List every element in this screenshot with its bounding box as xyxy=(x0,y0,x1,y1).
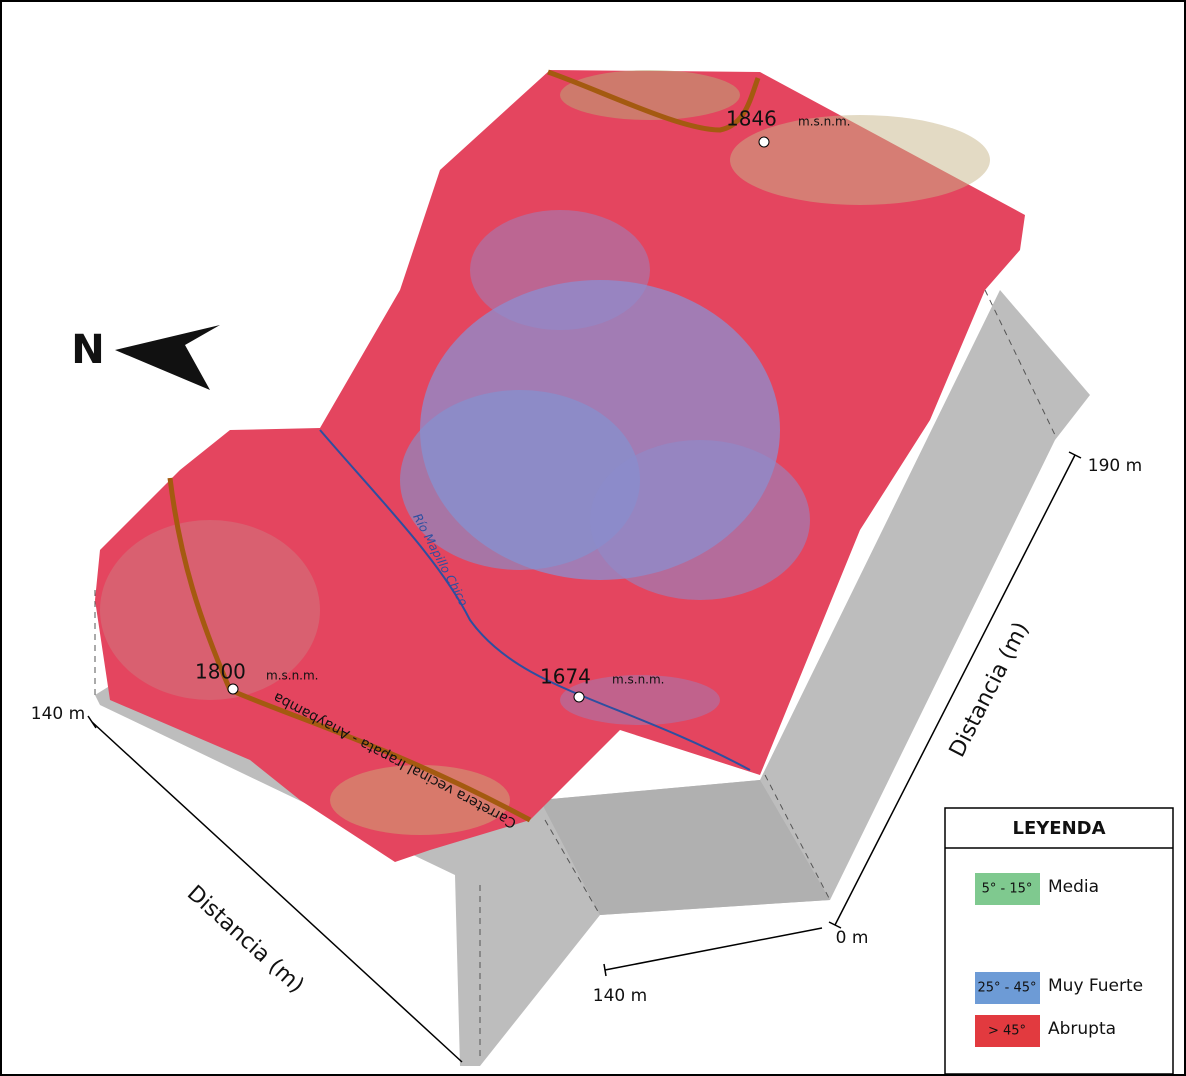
base-edges xyxy=(94,289,1056,1060)
elevation-value: 1800 xyxy=(195,660,246,684)
elevation-unit: m.s.n.m. xyxy=(612,673,665,687)
terrain-base xyxy=(95,290,1090,1066)
elevation-value: 1674 xyxy=(540,665,591,689)
legend-swatch xyxy=(975,873,1040,905)
elevation-unit: m.s.n.m. xyxy=(266,669,319,683)
elevation-point xyxy=(227,683,239,695)
axis-tick: 140 m xyxy=(31,704,85,724)
legend-range: 5° - 15° xyxy=(982,882,1033,897)
elevation-unit: m.s.n.m. xyxy=(798,115,851,129)
legend-label: Media xyxy=(1048,877,1099,897)
road xyxy=(167,477,532,823)
slope-patches xyxy=(100,70,990,835)
axis-tick: 140 m xyxy=(593,986,647,1006)
north-arrow xyxy=(115,325,220,390)
legend-range: 25° - 45° xyxy=(977,981,1036,996)
elevation-point xyxy=(573,691,585,703)
road-north xyxy=(547,69,761,133)
legend-swatch xyxy=(975,972,1040,1004)
elevation-point xyxy=(758,136,770,148)
river xyxy=(319,429,751,771)
elevation-value: 1846 xyxy=(726,107,777,131)
legend-range: > 45° xyxy=(988,1024,1026,1039)
legend-swatch xyxy=(975,1015,1040,1047)
terrain-base-face xyxy=(540,780,830,915)
axis-lines xyxy=(87,451,1082,1063)
north-label: N xyxy=(71,327,104,373)
axis-tick: 190 m xyxy=(1088,456,1142,476)
legend-label: Abrupta xyxy=(1048,1019,1116,1039)
legend-title: LEYENDA xyxy=(1012,818,1105,839)
legend-label: Muy Fuerte xyxy=(1048,976,1143,996)
axis-tick: 0 m xyxy=(836,928,869,948)
